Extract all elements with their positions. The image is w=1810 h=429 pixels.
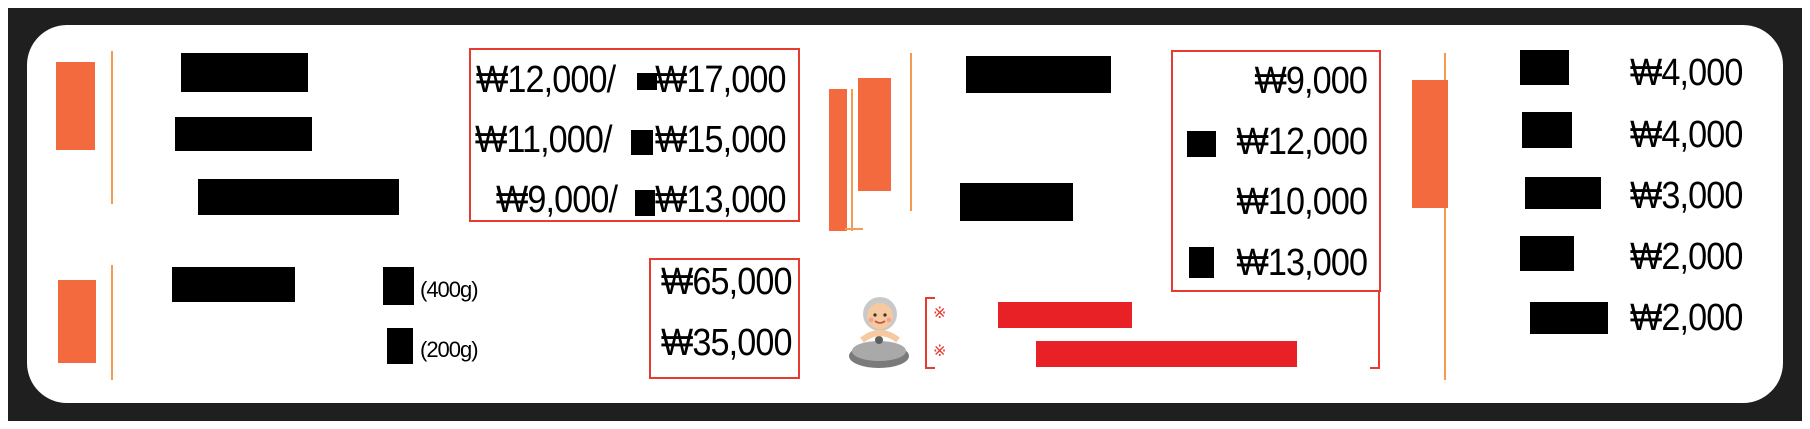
redacted-size-label	[1187, 131, 1216, 157]
redacted-item-name	[966, 56, 1111, 93]
redacted-item-name	[383, 267, 414, 305]
price-box-middle	[1171, 50, 1381, 292]
side-price: ₩3,000	[1630, 175, 1743, 217]
price-single: ₩12,000/	[476, 59, 616, 101]
price-large: ₩13,000	[655, 179, 786, 221]
section-divider-5	[1444, 53, 1446, 380]
section-divider-2	[111, 265, 113, 380]
redacted-item-name	[1520, 50, 1569, 85]
note-bracket	[925, 297, 927, 369]
category-marker-4	[858, 78, 891, 191]
note-bracket-bottom	[925, 367, 935, 369]
price-box-weight	[649, 258, 800, 379]
category-marker-2	[58, 280, 96, 363]
redacted-item-name	[1522, 112, 1572, 148]
redacted-size-label	[631, 130, 653, 155]
weight-price: ₩65,000	[661, 261, 792, 303]
section-divider-4	[910, 53, 912, 211]
category-marker-5	[1412, 80, 1448, 208]
section-divider-3	[851, 89, 853, 231]
side-price: ₩2,000	[1630, 236, 1743, 278]
side-price: ₩4,000	[1630, 114, 1743, 156]
category-marker-1	[56, 62, 95, 150]
redacted-size-label	[1189, 247, 1214, 278]
redacted-item-name	[1525, 177, 1601, 209]
weight-price: ₩35,000	[661, 322, 792, 364]
note-mark: ※	[933, 343, 947, 360]
redacted-item-name	[181, 53, 308, 92]
redacted-item-name	[1520, 236, 1574, 271]
category-marker-3	[829, 89, 847, 231]
note-highlight-bar	[998, 302, 1132, 328]
redacted-item-name	[198, 179, 399, 215]
price-single: ₩9,000/	[496, 179, 618, 221]
price-box-left	[469, 48, 800, 222]
redacted-item-name	[1530, 302, 1608, 334]
side-price: ₩4,000	[1630, 52, 1743, 94]
divider-foot	[845, 228, 863, 230]
note-bracket-right-foot	[1370, 367, 1380, 369]
price-large: ₩15,000	[655, 119, 786, 161]
note-highlight-bar	[1036, 341, 1297, 367]
redacted-item-name	[960, 183, 1073, 221]
redacted-size-label	[635, 190, 655, 216]
redacted-item-name	[175, 117, 312, 151]
middle-price: ₩9,000	[1254, 60, 1368, 102]
menu-panel: ₩12,000/ ₩17,000 ₩11,000/ ₩15,000 ₩9,000…	[27, 25, 1783, 403]
section-divider-1	[111, 51, 113, 204]
middle-price: ₩12,000	[1236, 121, 1367, 163]
price-large: ₩17,000	[655, 59, 786, 101]
middle-price: ₩10,000	[1236, 181, 1367, 223]
redacted-size-label	[637, 73, 657, 90]
note-bracket-top	[925, 297, 935, 299]
item-weight: (200g)	[420, 337, 479, 362]
cook-with-pot-icon	[842, 290, 912, 375]
redacted-item-name	[387, 328, 413, 364]
price-single: ₩11,000/	[475, 119, 613, 161]
note-mark: ※	[933, 305, 947, 322]
middle-price: ₩13,000	[1236, 242, 1367, 284]
note-bracket-right	[1378, 292, 1380, 369]
item-weight: (400g)	[420, 277, 479, 302]
redacted-item-name	[172, 267, 295, 302]
side-price: ₩2,000	[1630, 297, 1743, 339]
